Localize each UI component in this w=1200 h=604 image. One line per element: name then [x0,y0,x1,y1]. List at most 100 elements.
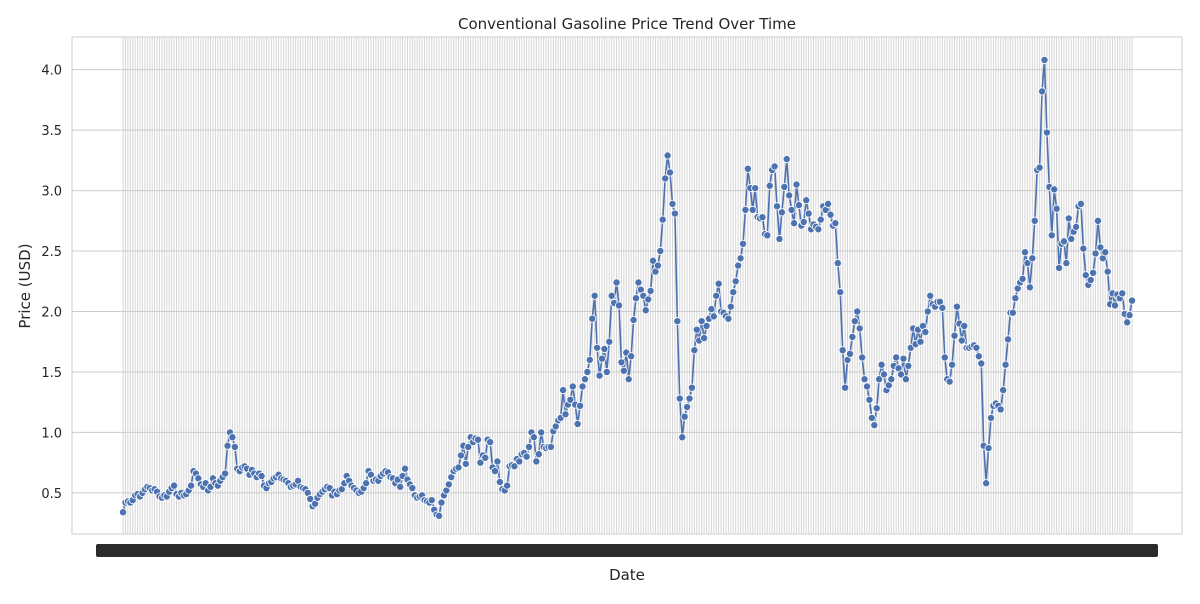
data-point [736,254,745,263]
data-point [838,346,847,355]
data-point [972,343,981,352]
x-axis-label: Date [609,566,645,584]
data-point [1072,222,1081,231]
data-point [1052,204,1061,213]
data-point [559,386,568,395]
data-point [1055,263,1064,272]
data-point [627,352,636,361]
data-point [1091,249,1100,258]
y-tick-label: 4.0 [41,64,62,79]
data-point [690,346,699,355]
data-point [607,291,616,300]
data-point [585,355,594,364]
data-point [588,314,597,323]
data-point [632,294,641,303]
data-point [624,375,633,384]
data-point [858,353,867,362]
data-point [731,277,740,286]
data-point [824,199,833,208]
data-point [897,370,906,379]
data-point [880,370,889,379]
data-point [1076,199,1085,208]
data-point [901,375,910,384]
data-point [831,219,840,228]
data-point [1004,335,1013,344]
data-point [228,433,237,442]
data-point [503,481,512,490]
data-point [595,371,604,380]
data-point [743,164,752,173]
data-point [1086,276,1095,285]
data-point [600,344,609,353]
data-point [1128,296,1137,305]
data-point [841,383,850,392]
data-point [802,196,811,205]
data-point [675,394,684,403]
data-point [1059,237,1068,246]
data-point [473,435,482,444]
data-point [444,480,453,489]
data-point [612,278,621,287]
data-point [945,377,954,386]
data-point [464,442,473,451]
data-point [940,353,949,362]
data-point [1125,311,1134,320]
data-point [461,459,470,468]
data-point [230,442,239,451]
data-point [692,325,701,334]
data-point [481,453,490,462]
data-point [984,444,993,453]
data-point [602,367,611,376]
data-point [683,403,692,412]
data-point [456,451,465,460]
data-point [799,218,808,227]
data-point [641,306,650,315]
data-point [534,450,543,459]
data-point [1008,308,1017,317]
data-point [709,312,718,321]
data-point [1067,234,1076,243]
data-point [1042,128,1051,137]
data-point [952,302,961,311]
data-point [593,343,602,352]
data-point [836,288,845,297]
data-point [887,375,896,384]
data-point [1093,216,1102,225]
data-point [770,162,779,171]
data-point [619,366,628,375]
data-point [1011,294,1020,303]
data-point [685,394,694,403]
data-point [916,337,925,346]
data-point [794,201,803,210]
data-point [1123,318,1132,327]
data-point [670,209,679,218]
data-point [525,442,534,451]
data-point [904,361,913,370]
data-point [765,181,774,190]
data-point [738,239,747,248]
data-point [566,395,575,404]
data-point [777,208,786,217]
data-point [583,367,592,376]
x-tick-label-band [96,544,1158,557]
data-point [1018,274,1027,283]
data-point [785,191,794,200]
data-point [702,322,711,331]
data-point [782,155,791,164]
data-point [476,458,485,467]
data-point [763,231,772,240]
data-point [875,375,884,384]
data-point [1079,244,1088,253]
data-point [1062,259,1071,268]
data-point [833,259,842,268]
y-tick-label: 3.5 [41,124,62,139]
data-point [658,215,667,224]
data-point [1040,55,1049,64]
data-point [1023,259,1032,268]
data-point [712,291,721,300]
y-tick-label: 2.5 [41,245,62,260]
data-point [427,496,436,505]
data-point [996,405,1005,414]
data-point [938,303,947,312]
data-point [751,184,760,193]
